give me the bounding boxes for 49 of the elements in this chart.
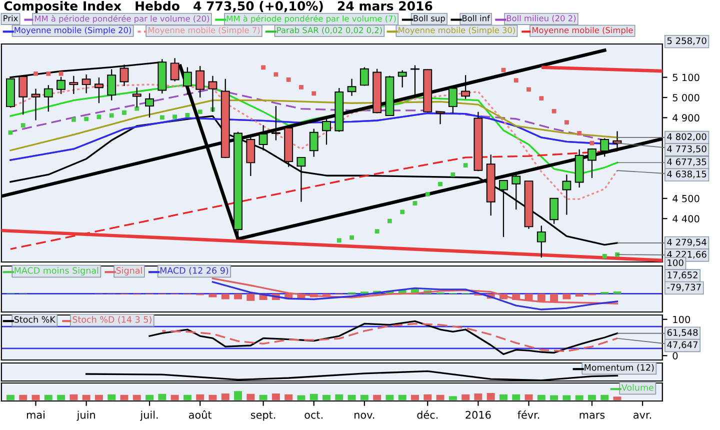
x-tick-label: juin [76, 410, 95, 421]
legend-title: Prix [4, 15, 18, 22]
text: 100 [668, 259, 684, 266]
y-tick-label: 5 000 [672, 94, 700, 102]
text: 17,652 [668, 272, 698, 280]
legend-label: Moyenne mobile (Simple 7) [148, 26, 260, 35]
legend-label: Boll milieu (20 2) [506, 15, 576, 22]
x-tick-label: juil. [140, 410, 158, 421]
y-tick-label: 4 900 [672, 114, 700, 122]
annotation: 4 677,35 [667, 158, 706, 166]
annotation: 4 279,54 [667, 238, 706, 246]
legend-label: Stoch %D (14 3 5) [72, 316, 152, 324]
annotation: 47,647 [667, 341, 698, 350]
x-tick-label: oct. [304, 411, 322, 419]
legend-label: MACD moins Signal [14, 267, 98, 276]
annotation: 4 773,50 [667, 145, 706, 154]
x-tick-label: févr. [518, 410, 540, 419]
annotation: 4 802,00 [667, 133, 706, 141]
legend-label: Volume [621, 384, 654, 391]
chart-title: Composite Index Hebdo 4 773,50 (+0,10%) 24 mars 2016 [4, 0, 432, 14]
text: -79,737 [667, 284, 701, 292]
legend-label: Stoch %K [14, 316, 56, 323]
legend-label: Momentum (12) [584, 364, 654, 372]
y-tick-label: 4 400 [672, 215, 700, 222]
annotation: 61,548 [667, 329, 698, 337]
legend-label: Signal [116, 267, 142, 276]
legend-label: Moyenne mobile (Simple 20) [14, 26, 131, 35]
x-tick-label: 2016 [466, 410, 491, 419]
x-tick-label: août [188, 410, 212, 419]
text: 5 258,70 [667, 37, 706, 46]
y-tick-label: 4 500 [672, 194, 700, 202]
legend-label: MM à période pondérée par le volume (7) [226, 15, 396, 24]
legend-label: Moyenne mobile (Simple [532, 26, 633, 35]
x-tick-label: mai [26, 410, 44, 419]
x-tick-label: sept. [250, 411, 276, 421]
legend-label: Boll inf [462, 15, 490, 22]
x-tick-label: mars [580, 412, 605, 419]
text: Parab SAR (0,02 0,02 0,2) [277, 26, 382, 34]
x-tick-label: avr. [634, 412, 652, 419]
legend-label: Boll sup [414, 15, 445, 23]
legend-label: Moyenne mobile (Simple 30) [398, 26, 515, 35]
y-tick-label: 5 100 [672, 74, 700, 82]
x-tick-label: nov. [354, 412, 374, 419]
y-tick-label: 0 [672, 352, 678, 360]
annotation: 4 638,15 [667, 170, 706, 178]
x-tick-label: déc. [417, 410, 438, 419]
y-tick-label: 100 [673, 316, 690, 324]
legend-label: MM à période pondérée par le volume (20) [34, 15, 210, 24]
legend-label: MACD (12 26 9) [160, 267, 228, 275]
